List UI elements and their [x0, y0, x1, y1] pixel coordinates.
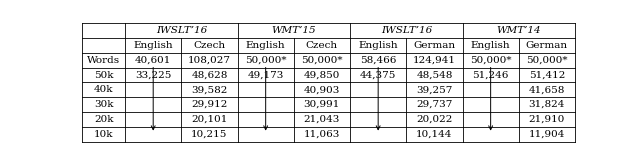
- Text: 40,903: 40,903: [304, 85, 340, 94]
- Text: IWSLT’16: IWSLT’16: [156, 26, 207, 35]
- Text: 21,910: 21,910: [529, 115, 565, 124]
- Text: 11,904: 11,904: [529, 130, 565, 139]
- Text: 48,548: 48,548: [416, 70, 452, 80]
- Text: 39,582: 39,582: [191, 85, 228, 94]
- Text: 40,601: 40,601: [135, 56, 172, 65]
- Text: Words: Words: [87, 56, 120, 65]
- Text: 20k: 20k: [94, 115, 113, 124]
- Text: English: English: [246, 41, 285, 50]
- Text: IWSLT’16: IWSLT’16: [381, 26, 432, 35]
- Text: WMT’14: WMT’14: [497, 26, 541, 35]
- Text: 41,658: 41,658: [529, 85, 565, 94]
- Text: German: German: [413, 41, 456, 50]
- Text: 20,101: 20,101: [191, 115, 228, 124]
- Text: 11,063: 11,063: [304, 130, 340, 139]
- Text: 50,000*: 50,000*: [301, 56, 342, 65]
- Text: 51,246: 51,246: [472, 70, 509, 80]
- Text: 50,000*: 50,000*: [526, 56, 568, 65]
- Text: 51,412: 51,412: [529, 70, 565, 80]
- Text: English: English: [471, 41, 511, 50]
- Text: Czech: Czech: [193, 41, 225, 50]
- Text: 10k: 10k: [94, 130, 113, 139]
- Text: 29,912: 29,912: [191, 100, 228, 109]
- Text: 49,173: 49,173: [248, 70, 284, 80]
- Text: 31,824: 31,824: [529, 100, 565, 109]
- Text: 50,000*: 50,000*: [470, 56, 511, 65]
- Text: 50,000*: 50,000*: [245, 56, 287, 65]
- Text: English: English: [133, 41, 173, 50]
- Text: 58,466: 58,466: [360, 56, 396, 65]
- Text: 20,022: 20,022: [416, 115, 452, 124]
- Text: 124,941: 124,941: [413, 56, 456, 65]
- Text: 21,043: 21,043: [304, 115, 340, 124]
- Text: Czech: Czech: [306, 41, 338, 50]
- Text: 108,027: 108,027: [188, 56, 231, 65]
- Text: 49,850: 49,850: [304, 70, 340, 80]
- Text: 30,991: 30,991: [304, 100, 340, 109]
- Text: 10,144: 10,144: [416, 130, 452, 139]
- Text: 29,737: 29,737: [416, 100, 452, 109]
- Text: 44,375: 44,375: [360, 70, 396, 80]
- Text: German: German: [526, 41, 568, 50]
- Text: 33,225: 33,225: [135, 70, 172, 80]
- Text: 48,628: 48,628: [191, 70, 228, 80]
- Text: 40k: 40k: [94, 85, 113, 94]
- Text: 10,215: 10,215: [191, 130, 228, 139]
- Text: 39,257: 39,257: [416, 85, 452, 94]
- Text: 30k: 30k: [94, 100, 113, 109]
- Text: WMT’15: WMT’15: [271, 26, 316, 35]
- Text: 50k: 50k: [94, 70, 113, 80]
- Text: English: English: [358, 41, 398, 50]
